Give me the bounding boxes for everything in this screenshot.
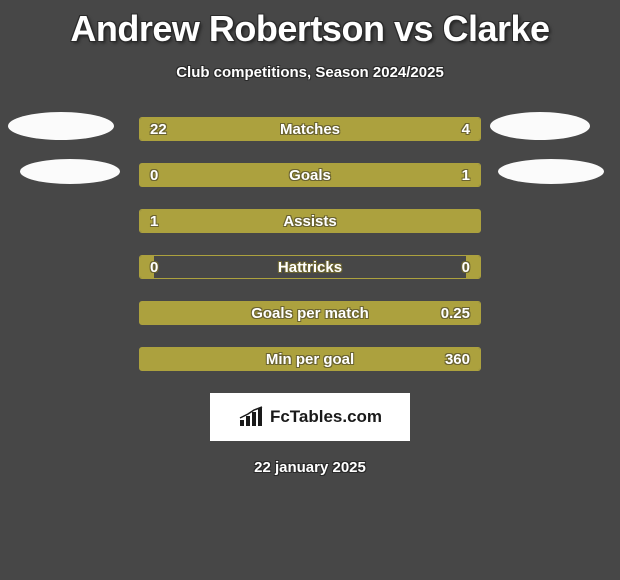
value-right: 0.25	[441, 302, 470, 326]
value-left: 0	[150, 256, 158, 280]
date-text: 22 january 2025	[0, 459, 620, 476]
stat-row: 01Goals	[0, 163, 620, 187]
player-photo-right	[498, 159, 604, 184]
value-right: 0	[462, 256, 470, 280]
player-photo-left	[20, 159, 120, 184]
bar-track: 360Min per goal	[139, 347, 481, 371]
bar-left-fill	[140, 210, 480, 232]
stat-row: 0 0Hattricks	[0, 255, 620, 279]
brand-badge: FcTables.com	[210, 393, 410, 441]
stat-row: 1Assists	[0, 209, 620, 233]
brand-chart-icon	[238, 406, 266, 428]
bar-track: 1Assists	[139, 209, 481, 233]
value-right: 4	[462, 118, 470, 142]
stat-row: 360Min per goal	[0, 347, 620, 371]
stat-row: 0.25Goals per match	[0, 301, 620, 325]
stat-row: 224Matches	[0, 117, 620, 141]
value-left: 22	[150, 118, 167, 142]
comparison-chart: 224Matches01Goals1Assists00Hattricks0.25…	[0, 117, 620, 371]
stat-label: Hattricks	[140, 256, 480, 280]
value-right: 360	[445, 348, 470, 372]
player-photo-right	[490, 112, 590, 140]
bar-right-fill	[140, 164, 480, 186]
bar-right-fill	[140, 302, 480, 324]
bar-right-fill	[140, 348, 480, 370]
value-left: 0	[150, 164, 158, 188]
subtitle: Club competitions, Season 2024/2025	[0, 64, 620, 81]
bar-left-fill	[140, 118, 405, 140]
player-photo-left	[8, 112, 114, 140]
page-title: Andrew Robertson vs Clarke	[0, 0, 620, 50]
brand-text: FcTables.com	[270, 407, 382, 427]
value-left: 1	[150, 210, 158, 234]
value-right: 1	[462, 164, 470, 188]
bar-track: 0 0Hattricks	[139, 255, 481, 279]
bar-track: 0.25Goals per match	[139, 301, 481, 325]
bar-track: 224Matches	[139, 117, 481, 141]
bar-track: 01Goals	[139, 163, 481, 187]
